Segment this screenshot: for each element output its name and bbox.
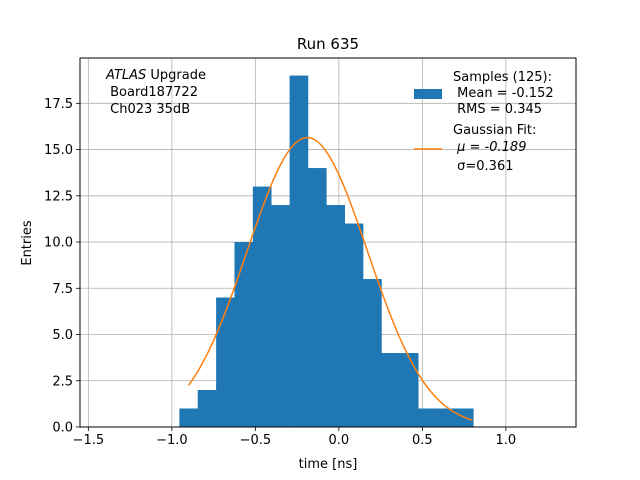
x-tick-label: −1.0 [156,433,188,448]
x-axis-label: time [ns] [299,457,358,472]
annotation-channel: Ch023 35dB [106,102,190,117]
chart-title: Run 635 [297,35,359,53]
histogram-bar [307,168,327,428]
legend-fit-label: Gaussian Fit: [453,123,536,138]
annotation-upgrade-word: Upgrade [146,68,206,83]
x-tick-label: 0.0 [329,433,350,448]
x-tick-label: −1.5 [73,433,105,448]
histogram-bar [252,186,272,427]
legend-histogram-swatch [414,89,442,99]
atlas-annotation: ATLAS Upgrade Board187722 Ch023 35dB [105,68,206,117]
legend: Samples (125): Mean = -0.152 RMS = 0.345… [414,70,554,174]
x-tick-label: 0.5 [412,433,433,448]
y-axis-label: Entries [20,220,35,266]
histogram-bar [344,223,364,427]
y-tick-label: 10.0 [44,236,73,251]
y-tick-label: 15.0 [44,143,73,158]
histogram-bar [418,408,437,427]
legend-sigma-label: σ=0.361 [453,159,513,174]
x-tick-label: 1.0 [496,433,517,448]
annotation-board: Board187722 [106,85,198,100]
histogram-bar [216,297,235,427]
y-axis-ticks: 0.0 2.5 5.0 7.5 10.0 12.5 15.0 17.5 [44,97,80,436]
histogram-bar [381,353,401,427]
legend-samples-label: Samples (125): [453,70,552,85]
gaussian-fit-curve [187,136,473,421]
histogram-bar [197,390,217,427]
y-tick-label: 12.5 [44,189,73,204]
histogram-bar [436,408,456,427]
histogram-bar [326,205,346,427]
y-tick-label: 17.5 [44,97,73,112]
legend-rms-label: RMS = 0.345 [453,102,542,117]
legend-mu-label: μ = -0.189 [453,140,526,155]
annotation-atlas-word: ATLAS [105,68,146,83]
gaussian-fit-line [187,136,473,421]
legend-mean-label: Mean = -0.152 [453,86,554,101]
histogram-bar [363,279,382,427]
histogram-bar [271,205,290,427]
histogram-bar [399,353,419,427]
y-tick-label: 5.0 [52,328,73,343]
y-tick-label: 2.5 [52,374,73,389]
histogram-bar [289,75,309,428]
y-tick-label: 0.0 [52,421,73,436]
histogram-bar [234,242,254,427]
histogram-bar [179,408,199,427]
plot-frame [79,57,577,428]
x-tick-label: −0.5 [240,433,272,448]
y-tick-label: 7.5 [52,282,73,297]
svg-text:ATLAS Upgrade: ATLAS Upgrade [105,68,206,83]
histogram-bars [179,75,474,428]
x-axis-ticks: −1.5 −1.0 −0.5 0.0 0.5 1.0 [73,427,517,448]
